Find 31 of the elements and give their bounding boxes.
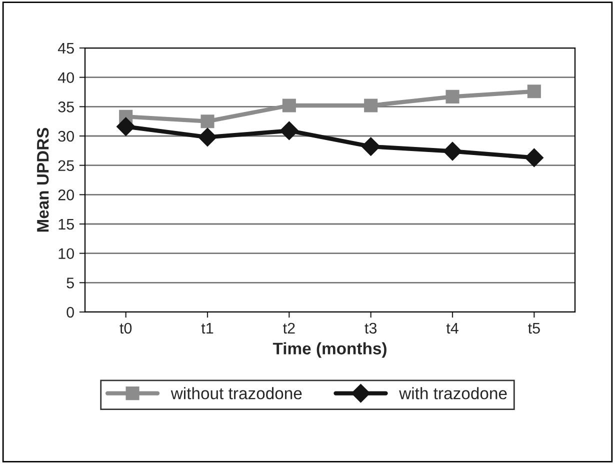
y-tick-label: 25	[58, 160, 74, 172]
point	[443, 142, 462, 161]
x-tick-label: t0	[120, 322, 132, 334]
x-tick-label: t2	[283, 322, 295, 334]
point	[282, 98, 296, 112]
y-tick-label: 5	[66, 278, 74, 288]
y-tick-label: 15	[58, 219, 74, 230]
point	[280, 121, 299, 140]
point	[361, 137, 380, 156]
x-tick-label: t5	[528, 322, 540, 334]
y-tick-label: 45	[58, 43, 74, 54]
y-tick-label: 20	[58, 190, 74, 200]
legend-label: without trazodone	[170, 387, 302, 400]
y-tick-label: 40	[58, 72, 74, 84]
y-tick-label: 30	[58, 130, 74, 142]
point	[198, 128, 217, 147]
x-tick-label: t4	[446, 322, 458, 334]
y-axis-title: Mean UPDRS	[36, 128, 49, 232]
point	[524, 148, 544, 168]
point	[200, 114, 214, 128]
x-axis-title: Time (months)	[272, 342, 386, 358]
y-tick-label: 0	[66, 306, 74, 318]
point	[527, 84, 541, 98]
point	[364, 98, 378, 112]
legend-label: with trazodone	[399, 387, 507, 400]
point	[116, 117, 136, 136]
y-tick-label: 10	[58, 248, 74, 260]
x-tick-label: t1	[201, 322, 214, 334]
x-tick-label: t3	[364, 322, 377, 334]
point	[446, 90, 460, 104]
y-tick-label: 35	[58, 102, 74, 112]
